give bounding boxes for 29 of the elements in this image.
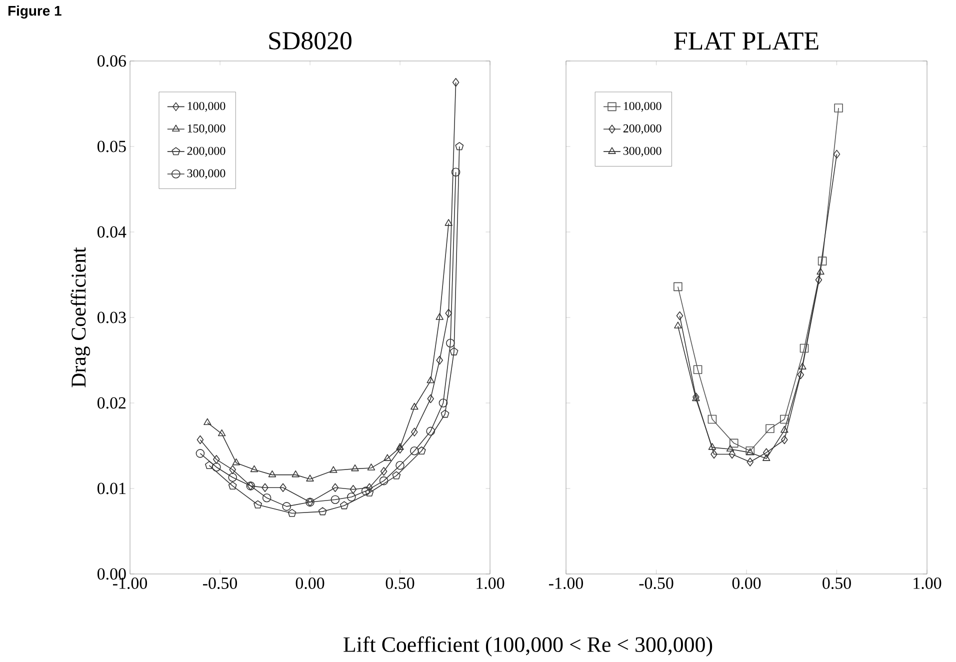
legend-label: 150,000 xyxy=(188,124,226,134)
legend-label: 300,000 xyxy=(187,169,226,180)
x-tick-label: -1.00 xyxy=(112,578,148,589)
x-tick-label: 0.00 xyxy=(732,578,761,589)
chart-title: SD8020 xyxy=(269,32,352,50)
legend-label: 100,000 xyxy=(624,102,662,112)
legend-label: 100,000 xyxy=(188,102,226,112)
y-tick-label: 0.04 xyxy=(97,226,126,238)
x-tick-label: 1.00 xyxy=(914,578,942,589)
x-tick-label: 0.50 xyxy=(822,578,851,589)
chart-title: FLAT PLATE xyxy=(674,32,818,50)
legend-label: 300,000 xyxy=(623,146,662,157)
x-tick-label: 0.00 xyxy=(296,578,324,589)
x-tick-label: -0.50 xyxy=(202,578,238,589)
x-tick-label: 0.50 xyxy=(386,578,414,589)
y-tick-label: 0.03 xyxy=(97,312,126,324)
x-tick-label: -1.00 xyxy=(548,578,584,589)
caption: Figure 1 xyxy=(8,6,62,19)
y-tick-label: 0.05 xyxy=(97,140,126,152)
y-tick-label: 0.06 xyxy=(97,55,126,67)
x-tick-label: 1.00 xyxy=(476,578,504,589)
y-tick-label: 0.02 xyxy=(97,397,126,409)
x-axis-title: Lift Coefficient (100,000 < Re < 300,000) xyxy=(344,636,712,656)
y-axis-title: Drag Coefficient xyxy=(70,247,90,388)
x-tick-label: -0.50 xyxy=(639,578,674,589)
y-tick-label: 0.00 xyxy=(97,568,126,580)
legend-label: 200,000 xyxy=(187,146,226,157)
y-tick-label: 0.01 xyxy=(97,482,126,494)
legend-label: 200,000 xyxy=(623,124,662,134)
